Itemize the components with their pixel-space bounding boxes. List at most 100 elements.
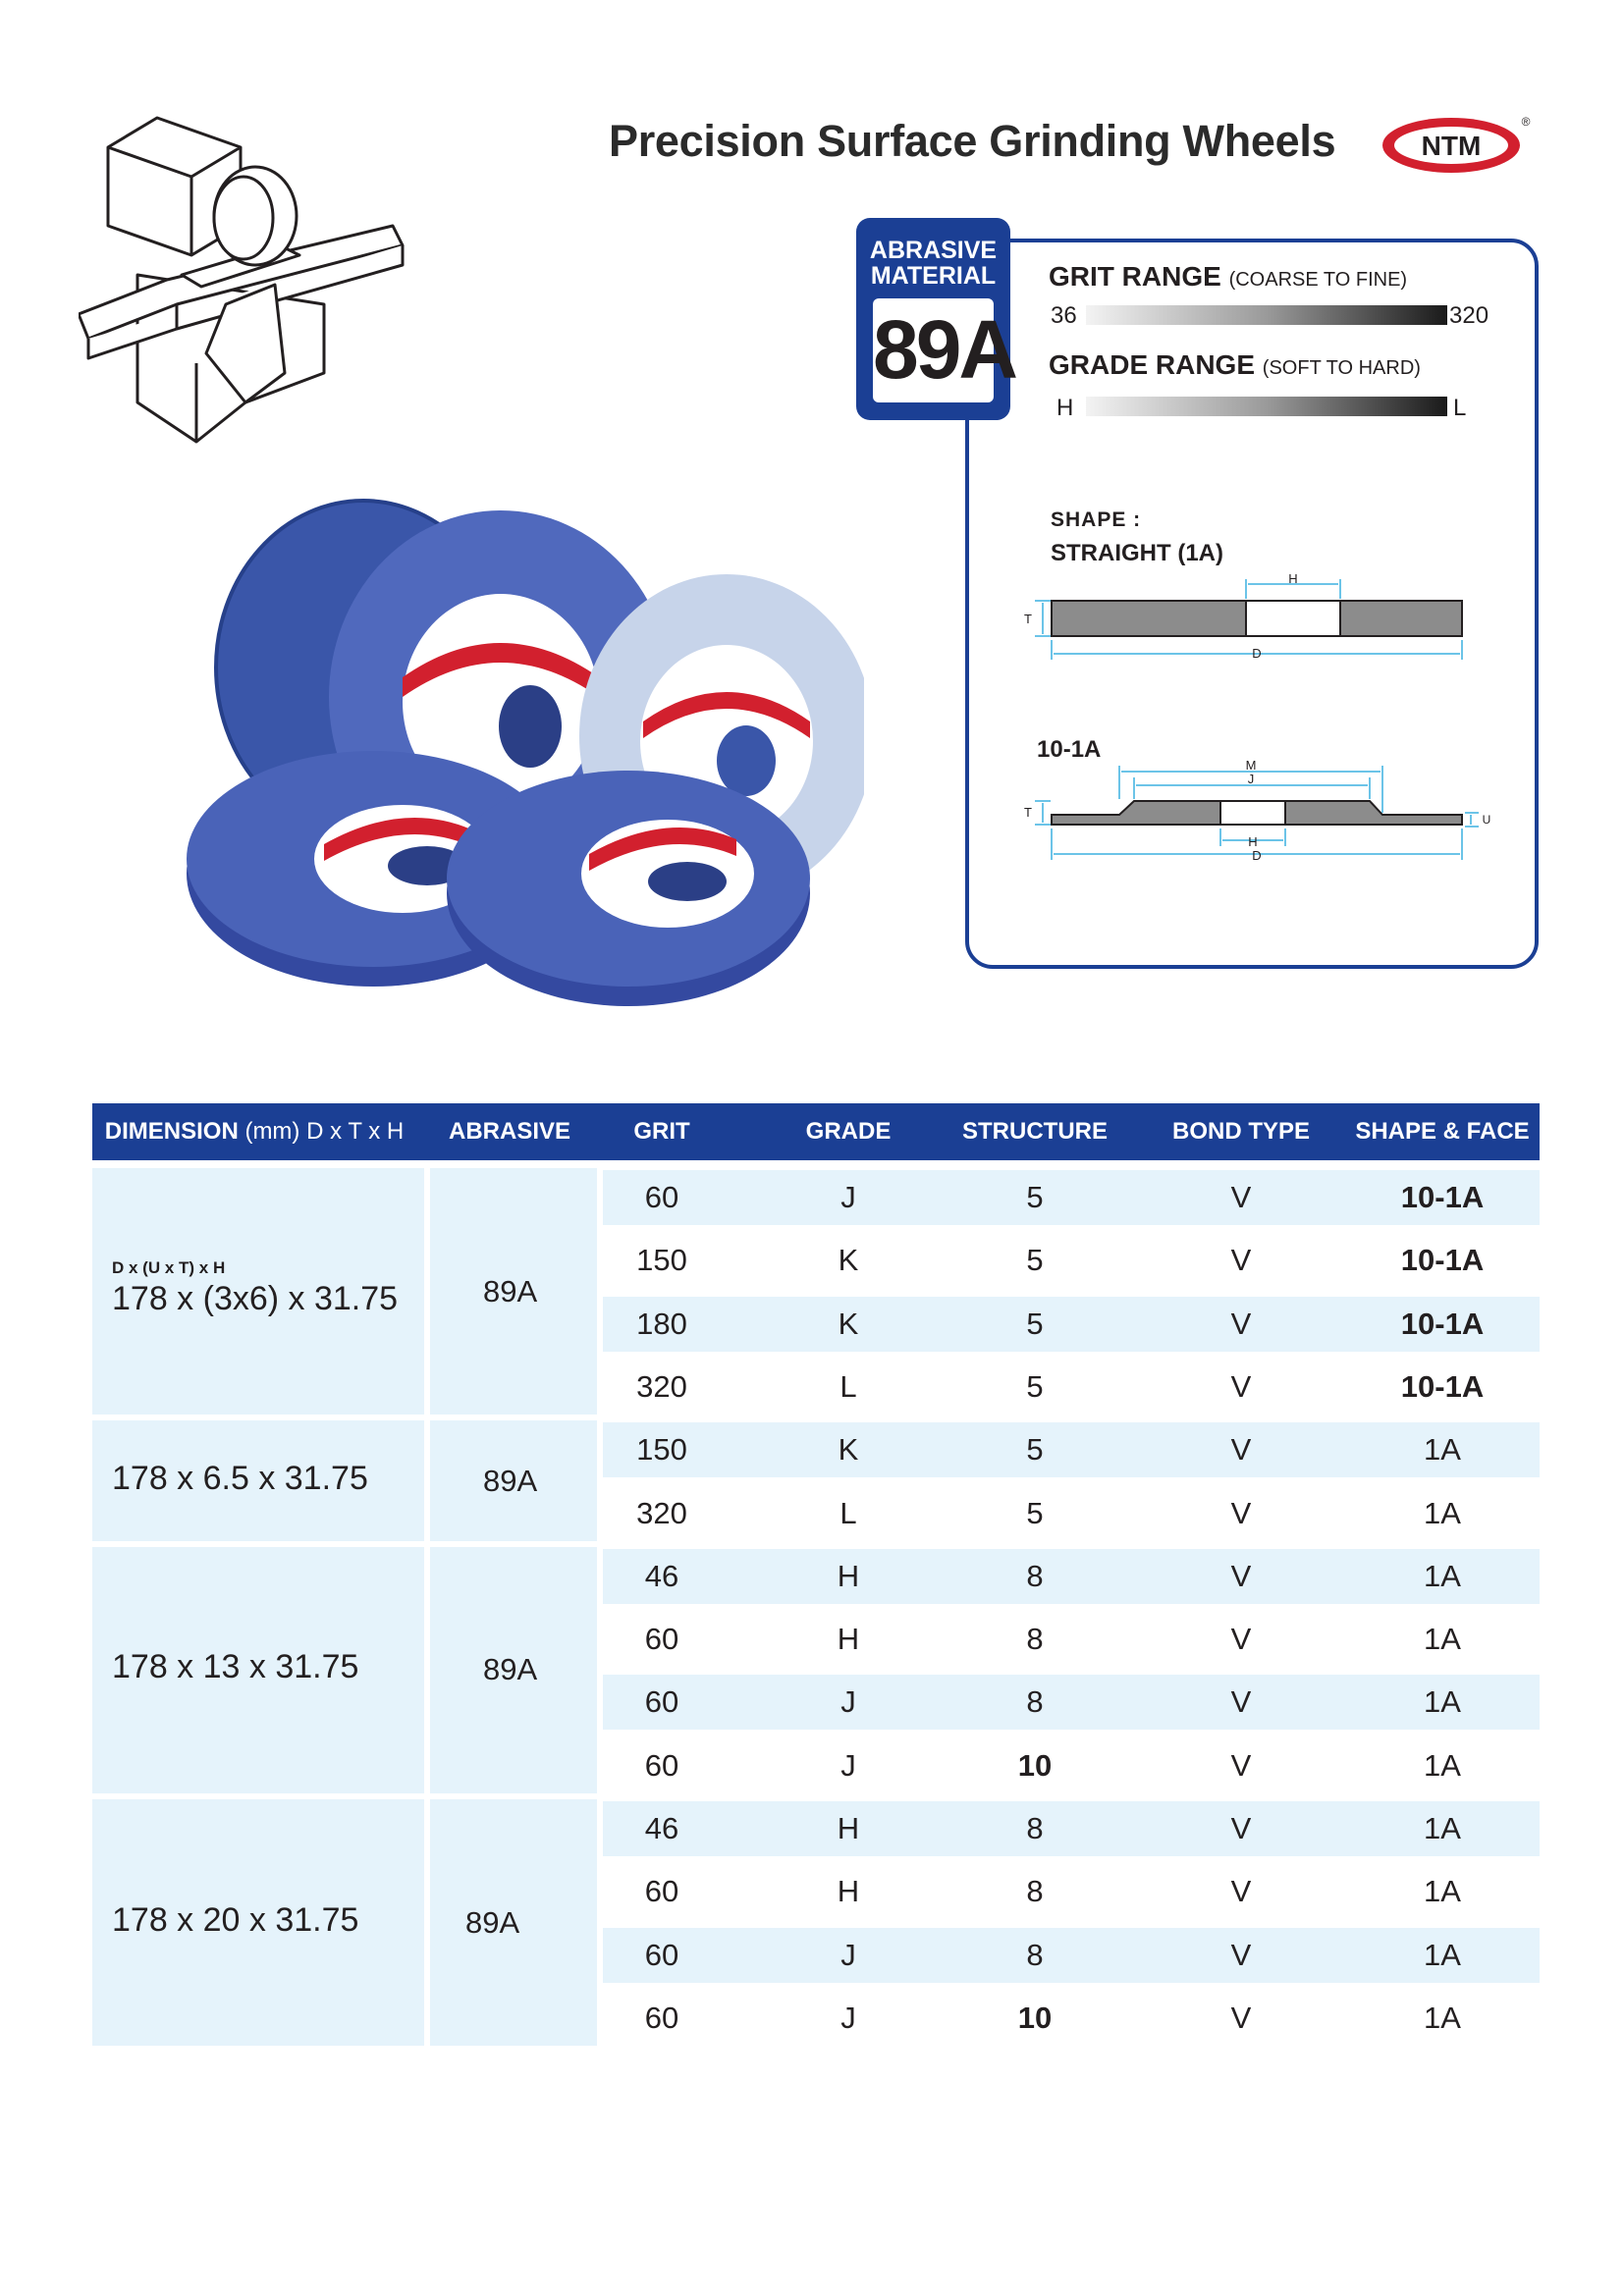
dimension-value: 178 x 20 x 31.75 (112, 1900, 359, 1939)
cell-bond: V (1230, 1243, 1252, 1278)
header-structure: STRUCTURE (962, 1118, 1108, 1145)
cell-structure: 5 (1026, 1243, 1044, 1278)
abrasive-value: 89A (465, 1904, 520, 1940)
abrasive-code-box (873, 298, 994, 402)
header-abrasive: ABRASIVE (448, 1118, 571, 1145)
ntm-logo: NTM ® (1382, 115, 1531, 173)
cell-grit: 46 (644, 1558, 679, 1593)
cell-shape: 1A (1424, 1874, 1461, 1909)
cell-bond: V (1230, 1684, 1252, 1720)
grade-range-start: H (1056, 395, 1074, 421)
grit-range-end: 320 (1449, 302, 1489, 329)
svg-text:H: H (1248, 834, 1257, 849)
svg-text:®: ® (1522, 115, 1531, 129)
cell-grit: 60 (644, 1937, 679, 1972)
cell-structure: 8 (1026, 1937, 1044, 1972)
row-band (603, 1296, 1540, 1352)
cell-bond: V (1230, 1937, 1252, 1972)
cell-bond: V (1230, 1874, 1252, 1909)
svg-text:T: T (1024, 805, 1032, 820)
svg-text:T: T (1024, 612, 1032, 626)
cell-grade: J (840, 1747, 856, 1783)
header-shape-face: SHAPE & FACE (1355, 1118, 1530, 1145)
cell-grade: K (838, 1432, 859, 1468)
row-band (603, 1801, 1540, 1856)
cell-structure: 5 (1026, 1180, 1044, 1214)
cell-structure: 5 (1026, 1432, 1044, 1468)
cell-structure: 10 (1017, 2000, 1053, 2035)
cell-shape: 10-1A (1400, 1368, 1485, 1404)
svg-text:D: D (1252, 646, 1261, 661)
dimension-value: 178 x 6.5 x 31.75 (112, 1459, 368, 1497)
cell-grade: H (837, 1558, 860, 1593)
abrasive-code: 89A (873, 303, 1018, 396)
svg-text:D: D (1252, 848, 1261, 863)
cell-structure: 8 (1026, 1874, 1044, 1909)
cell-grit: 60 (644, 1622, 679, 1657)
cell-grade: K (838, 1306, 859, 1341)
cell-bond: V (1230, 1432, 1252, 1468)
abrasive-cell (430, 1546, 597, 1793)
row-band (603, 1927, 1540, 1983)
cell-grade: J (840, 1684, 856, 1720)
abrasive-cell (430, 1420, 597, 1541)
cell-grit: 46 (644, 1811, 679, 1845)
cell-structure: 5 (1026, 1368, 1044, 1404)
cell-grit: 60 (644, 1684, 679, 1720)
cell-bond: V (1230, 1495, 1252, 1530)
shape-10-1a-label: 10-1A (1037, 736, 1102, 763)
cell-structure: 8 (1026, 1811, 1044, 1845)
cell-grit: 60 (644, 1747, 679, 1783)
cell-shape: 10-1A (1400, 1180, 1485, 1214)
abrasive-value: 89A (483, 1652, 538, 1687)
cell-structure: 8 (1026, 1622, 1044, 1657)
row-band (603, 1675, 1540, 1731)
cell-grade: H (837, 1874, 860, 1909)
cell-grade: J (840, 1937, 856, 1972)
dimension-cell (92, 1546, 424, 1793)
svg-text:U: U (1483, 813, 1491, 827)
cell-structure: 8 (1026, 1684, 1044, 1720)
abrasive-value: 89A (483, 1463, 538, 1498)
cell-shape: 1A (1424, 2000, 1461, 2035)
cell-grade: L (839, 1368, 857, 1404)
svg-text:H: H (1288, 571, 1297, 586)
cell-bond: V (1230, 1306, 1252, 1341)
dimension-sub-label: D x (U x T) x H (112, 1257, 226, 1277)
cell-bond: V (1230, 1811, 1252, 1845)
grit-range-bar (1086, 305, 1447, 325)
shape-10-1a-diagram: M J H D T U (1024, 758, 1491, 863)
page-title: Precision Surface Grinding Wheels (609, 116, 1336, 166)
dimension-value: 178 x (3x6) x 31.75 (112, 1279, 399, 1317)
cell-bond: V (1230, 1180, 1252, 1214)
dimension-value: 178 x 13 x 31.75 (112, 1648, 359, 1686)
header-grit: GRIT (633, 1118, 690, 1145)
grit-range-start: 36 (1051, 302, 1077, 329)
abrasive-cell (430, 1168, 597, 1415)
cell-shape: 10-1A (1400, 1243, 1485, 1278)
cell-shape: 1A (1424, 1558, 1461, 1593)
grade-range-bar (1086, 397, 1447, 416)
svg-text:J: J (1248, 772, 1255, 786)
cell-shape: 1A (1424, 1937, 1461, 1972)
cell-grit: 60 (644, 1180, 679, 1214)
header-grade: GRADE (805, 1118, 892, 1145)
cell-grade: H (837, 1811, 860, 1845)
shape-1a-diagram: H D T (1024, 571, 1463, 661)
cell-shape: 1A (1424, 1811, 1461, 1845)
cell-shape: 1A (1424, 1432, 1461, 1468)
cell-grade: J (840, 2000, 856, 2035)
header-bond-type: BOND TYPE (1171, 1118, 1310, 1145)
cell-grit: 320 (636, 1368, 687, 1404)
table-header: DIMENSION (mm) D x T x H ABRASIVE GRIT G… (92, 1103, 1540, 1160)
cell-structure: 5 (1026, 1495, 1044, 1530)
grade-range-title: GRADE RANGE (SOFT TO HARD) (1049, 349, 1421, 380)
cell-grit: 60 (644, 2000, 679, 2035)
abrasive-value: 89A (483, 1273, 538, 1308)
cell-bond: V (1230, 1368, 1252, 1404)
cell-grade: K (838, 1243, 859, 1278)
row-band (603, 1422, 1540, 1478)
cell-bond: V (1230, 1622, 1252, 1657)
row-band (603, 1548, 1540, 1604)
cell-shape: 1A (1424, 1747, 1461, 1783)
